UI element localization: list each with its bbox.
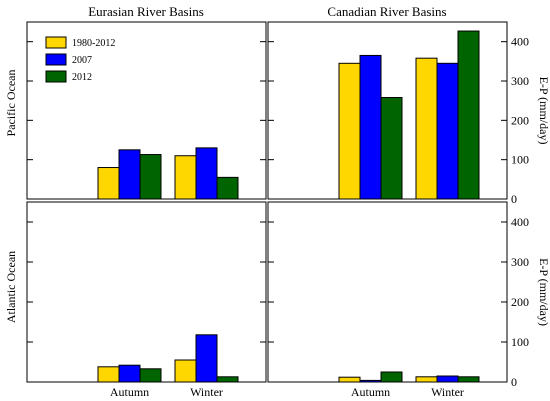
row-label-pacific: Pacific Ocean [4, 70, 18, 137]
bar-2012-autumn [380, 371, 403, 383]
panel-1 [26, 21, 267, 200]
y-tick-label: 300 [511, 255, 529, 269]
y-tick-label: 400 [511, 35, 529, 49]
panel-frame [267, 201, 508, 383]
bar-1980-2012-winter [174, 359, 197, 383]
x-tick-label: Winter [431, 385, 464, 399]
y-axis-label: E-P (mm/day) [537, 77, 550, 145]
legend-swatch-2012 [45, 70, 67, 83]
bar-2012-winter [216, 176, 239, 200]
legend-label-2012: 2012 [72, 72, 92, 83]
col-title-canadian: Canadian River Basins [327, 4, 446, 19]
bar-2007-autumn [359, 379, 382, 383]
bar-2007-winter [195, 334, 218, 383]
panel-4: 0 100 200 300 400 E-P (mm/day) Autumn Winter [267, 201, 550, 399]
bar-2007-winter [436, 375, 459, 383]
x-tick-label: Autumn [110, 385, 149, 399]
panel-2: 0 100 200 300 400 E-P (mm/day) [267, 21, 550, 206]
bar-1980-2012-autumn [97, 167, 120, 200]
col-title-eurasian: Eurasian River Basins [88, 4, 204, 19]
panel-3: Autumn Winter [26, 201, 267, 399]
bar-2012-autumn [139, 368, 162, 383]
bar-2012-autumn [380, 97, 403, 200]
panel-frame [26, 201, 267, 383]
legend-swatch-2007 [45, 53, 67, 66]
y-tick-label: 400 [511, 215, 529, 229]
bar-2007-autumn [359, 54, 382, 200]
legend-swatch-1980-2012 [45, 36, 67, 49]
row-label-atlantic: Atlantic Ocean [4, 251, 18, 323]
bar-1980-2012-autumn [338, 62, 361, 200]
y-tick-label: 100 [511, 335, 529, 349]
x-tick-label: Winter [190, 385, 223, 399]
bar-1980-2012-winter [415, 57, 438, 200]
bar-2012-autumn [139, 154, 162, 200]
y-tick-label: 0 [511, 375, 517, 389]
y-tick-label: 100 [511, 153, 529, 167]
y-tick-label: 200 [511, 295, 529, 309]
bar-1980-2012-winter [174, 155, 197, 200]
y-tick-label: 300 [511, 74, 529, 88]
y-tick-label: 0 [511, 192, 517, 206]
bar-1980-2012-winter [415, 376, 438, 383]
bar-2012-winter [457, 376, 480, 383]
bar-2007-autumn [118, 364, 141, 383]
bar-2007-autumn [118, 149, 141, 200]
legend-label-1980-2012: 1980-2012 [72, 38, 115, 49]
x-tick-label: Autumn [351, 385, 390, 399]
bar-1980-2012-autumn [338, 376, 361, 383]
legend-label-2007: 2007 [72, 55, 92, 66]
bar-2012-winter [216, 376, 239, 383]
y-tick-label: 200 [511, 113, 529, 127]
bar-1980-2012-autumn [97, 366, 120, 383]
bar-2007-winter [436, 62, 459, 200]
bar-2012-winter [457, 30, 480, 200]
legend: 1980-2012 2007 2012 [45, 36, 115, 83]
y-axis-label: E-P (mm/day) [537, 258, 550, 326]
bar-2007-winter [195, 147, 218, 200]
